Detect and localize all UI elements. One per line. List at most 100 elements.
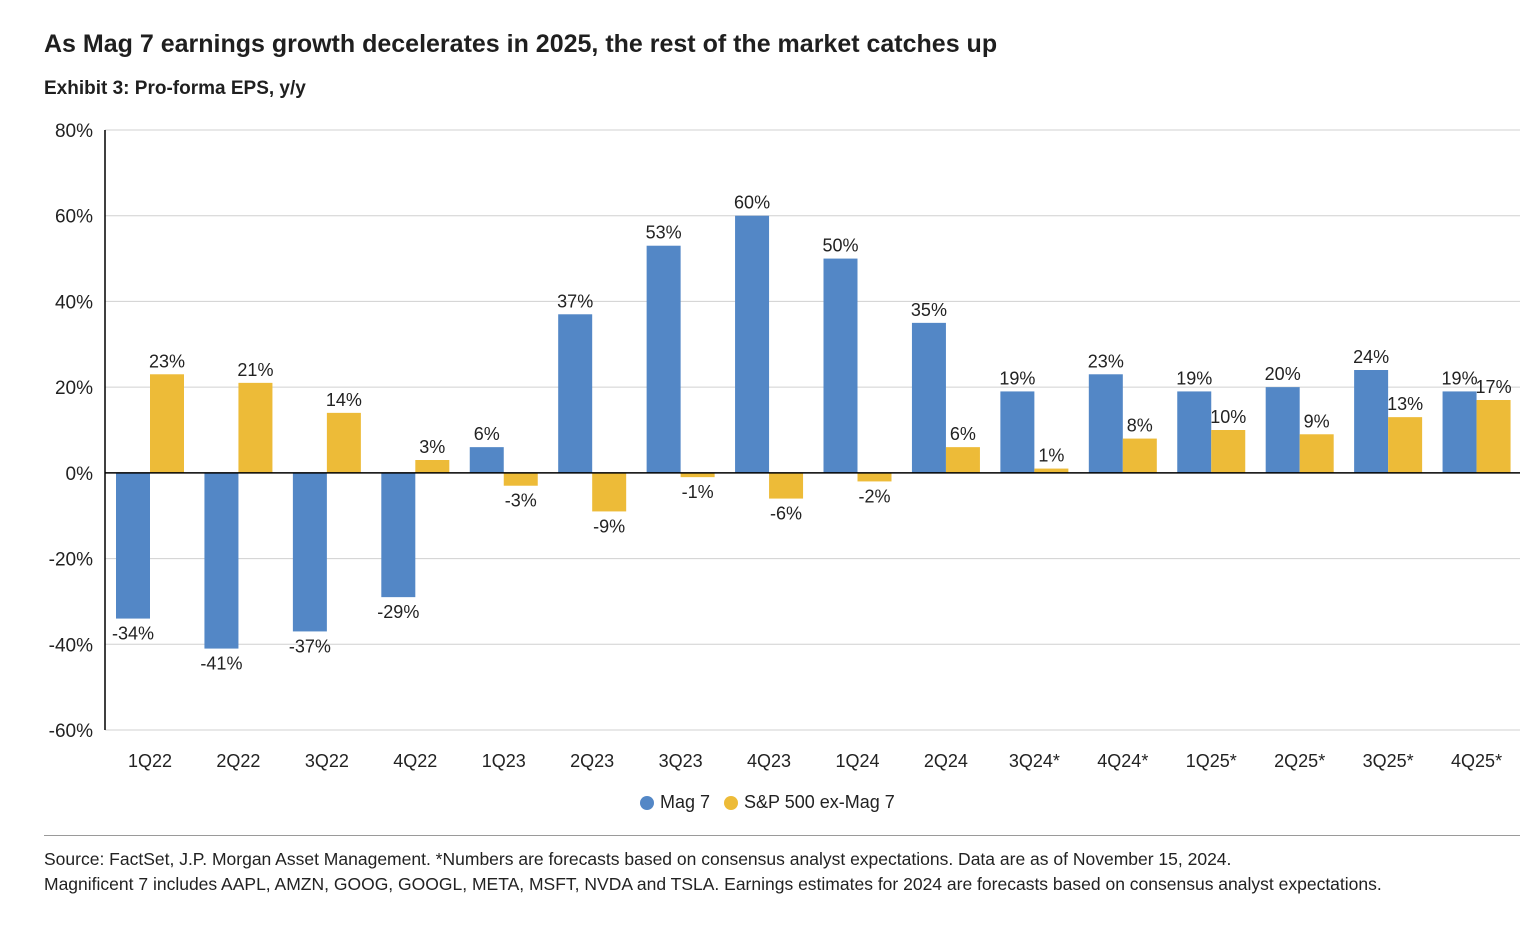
bar-sp500-ex-mag7 [769,472,804,499]
x-tick-label: 3Q22 [305,751,349,771]
data-label-sp500-ex-mag7: 17% [1476,377,1512,397]
footer-divider [44,835,1520,836]
bar-mag7 [204,472,239,649]
y-tick-label: 60% [55,207,93,228]
data-label-mag7: 6% [474,424,500,444]
x-tick-label: 1Q24 [835,751,879,771]
bar-mag7 [558,314,593,473]
x-tick-label: 4Q22 [393,751,437,771]
axes [104,130,1520,730]
data-labels: -34% 23% -41% 21% -37% 14% -29% 3% 6% -3% 37% -9% 53… [112,193,1512,674]
data-label-mag7: 19% [999,368,1035,388]
bar-sp500-ex-mag7 [150,374,184,473]
data-label-mag7: 20% [1265,364,1301,384]
x-tick-label: 3Q23 [659,751,703,771]
bar-mag7 [381,472,416,598]
bar-mag7 [116,472,150,619]
source-line: Source: FactSet, J.P. Morgan Asset Manag… [44,849,1232,869]
y-tick-label: -40% [49,635,93,656]
x-tick-label: 1Q22 [128,751,172,771]
bar-mag7 [1000,391,1035,473]
bar-mag7 [469,447,504,473]
x-tick-label: 1Q23 [482,751,526,771]
data-label-sp500-ex-mag7: 10% [1210,407,1246,427]
bar-sp500-ex-mag7 [1211,430,1246,473]
data-label-mag7: 60% [734,193,770,213]
data-label-mag7: 53% [646,223,682,243]
bar-sp500-ex-mag7 [592,472,627,512]
data-label-sp500-ex-mag7: 14% [326,390,362,410]
data-label-sp500-ex-mag7: -3% [505,491,537,511]
bar-mag7 [1177,391,1212,473]
data-label-mag7: 50% [822,236,858,256]
x-tick-label: 2Q22 [216,751,260,771]
data-label-mag7: 19% [1442,368,1478,388]
bar-sp500-ex-mag7 [857,472,892,482]
bar-sp500-ex-mag7 [1388,417,1423,473]
data-label-sp500-ex-mag7: 3% [419,437,445,457]
x-tick-label: 4Q24* [1097,751,1148,771]
data-label-mag7: -34% [112,624,154,644]
bar-sp500-ex-mag7 [945,447,980,473]
data-label-sp500-ex-mag7: -2% [858,486,890,506]
data-label-mag7: -37% [289,636,331,656]
data-label-mag7: -41% [200,654,242,674]
data-label-mag7: 24% [1353,347,1389,367]
y-tick-label: 0% [66,464,94,485]
data-label-sp500-ex-mag7: 23% [149,351,185,371]
x-tick-label: 2Q25* [1274,751,1325,771]
y-tick-label: -60% [49,721,93,742]
data-label-mag7: 23% [1088,351,1124,371]
legend: Mag 7 S&P 500 ex-Mag 7 [0,792,1538,818]
x-tick-label: 1Q25* [1186,751,1237,771]
bar-sp500-ex-mag7 [1299,434,1334,473]
legend-item-mag7: Mag 7 [640,792,710,813]
x-tick-label: 2Q24 [924,751,968,771]
data-label-sp500-ex-mag7: 8% [1127,416,1153,436]
data-label-mag7: 19% [1176,368,1212,388]
bar-sp500-ex-mag7 [1476,400,1511,473]
y-tick-label: 80% [55,121,93,142]
data-label-sp500-ex-mag7: 9% [1304,411,1330,431]
bar-sp500-ex-mag7 [238,382,273,473]
x-axis-ticks: 1Q22 2Q22 3Q22 4Q22 1Q23 2Q23 3Q23 4Q23 1Q24 2Q24… [128,751,1502,771]
legend-dot-sp500-ex-mag7 [724,795,739,810]
bar-mag7 [1088,374,1123,473]
y-tick-label: 40% [55,292,93,313]
legend-label-sp500-ex-mag7: S&P 500 ex-Mag 7 [744,792,895,812]
bar-mag7 [292,472,327,632]
legend-item-sp500-ex-mag7: S&P 500 ex-Mag 7 [724,792,895,813]
x-tick-label: 3Q24* [1009,751,1060,771]
bar-mag7 [1354,370,1389,473]
bar-mag7 [1265,387,1300,473]
data-label-sp500-ex-mag7: -9% [593,516,625,536]
bar-sp500-ex-mag7 [680,472,715,478]
bar-mag7 [646,245,681,473]
data-label-sp500-ex-mag7: 6% [950,424,976,444]
data-label-mag7: -29% [377,602,419,622]
data-label-mag7: 37% [557,291,593,311]
bar-chart: 80% 60% 40% 20% 0% -20% -40% -60% -34% 23% -41% 21… [49,121,1520,771]
data-label-sp500-ex-mag7: -6% [770,504,802,524]
bar-sp500-ex-mag7 [1122,438,1157,473]
bar-sp500-ex-mag7 [415,460,450,473]
x-tick-label: 2Q23 [570,751,614,771]
bar-sp500-ex-mag7 [503,472,538,486]
bars [116,215,1511,649]
constituents-note: Magnificent 7 includes AAPL, AMZN, GOOG,… [44,874,1382,894]
y-tick-label: -20% [49,550,93,571]
data-label-mag7: 35% [911,300,947,320]
data-label-sp500-ex-mag7: 1% [1038,446,1064,466]
source-note: Source: FactSet, J.P. Morgan Asset Manag… [44,847,1514,897]
legend-dot-mag7 [640,795,654,810]
y-tick-label: 20% [55,378,93,399]
legend-label-mag7: Mag 7 [660,792,711,812]
data-label-sp500-ex-mag7: -1% [682,482,714,502]
bar-sp500-ex-mag7 [326,412,361,473]
data-label-sp500-ex-mag7: 13% [1387,394,1423,414]
bar-mag7 [1442,391,1477,473]
bar-sp500-ex-mag7 [1034,468,1069,473]
chart-subtitle: Exhibit 3: Pro-forma EPS, y/y [44,78,306,99]
x-tick-label: 4Q25* [1451,751,1502,771]
y-axis-ticks: 80% 60% 40% 20% 0% -20% -40% -60% [49,121,93,742]
